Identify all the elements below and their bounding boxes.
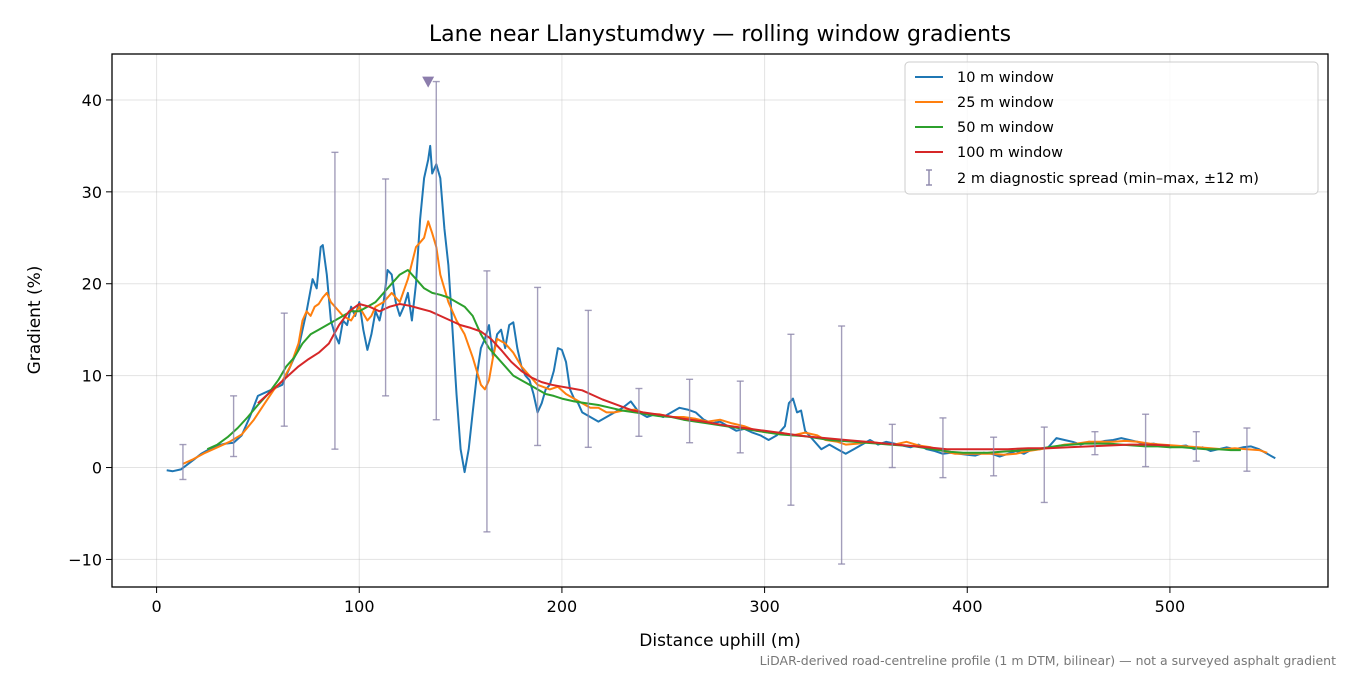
x-tick-label: 100 — [344, 597, 375, 616]
errorbar — [787, 333, 795, 506]
x-axis-ticks: 0 100 200 300 400 500 — [151, 587, 1185, 616]
y-tick-label: 0 — [92, 459, 102, 478]
legend-label-25m: 25 m window — [957, 95, 1054, 111]
errorbar — [230, 395, 238, 458]
errorbar — [1091, 430, 1099, 456]
errorbar — [635, 387, 643, 437]
errorbar — [1192, 430, 1200, 462]
errorbar — [584, 309, 592, 449]
y-tick-label: 10 — [82, 367, 102, 386]
y-tick-label: 20 — [82, 275, 102, 294]
x-tick-label: 500 — [1155, 597, 1186, 616]
errorbar — [534, 286, 542, 447]
errorbar — [1142, 413, 1150, 468]
errorbar — [179, 443, 187, 481]
x-tick-label: 400 — [952, 597, 983, 616]
y-tick-label: −10 — [68, 550, 102, 569]
errorbar — [888, 423, 896, 469]
errorbar — [483, 270, 491, 533]
y-tick-label: 30 — [82, 183, 102, 202]
legend-label-10m: 10 m window — [957, 70, 1054, 86]
errorbar — [1040, 426, 1048, 504]
x-axis-label: Distance uphill (m) — [639, 631, 800, 651]
plot-frame — [111, 53, 1329, 588]
y-tick-label: 40 — [82, 91, 102, 110]
errorbar — [686, 378, 694, 444]
y-axis-label: Gradient (%) — [25, 266, 45, 375]
errorbar — [838, 325, 846, 565]
errorbar — [939, 417, 947, 479]
errorbar-layer — [179, 80, 1251, 565]
legend-errorbar-symbol — [926, 169, 932, 186]
errorbar — [1243, 427, 1251, 472]
legend-label-100m: 100 m window — [957, 145, 1063, 161]
peak-marker — [422, 76, 435, 88]
legend-label-50m: 50 m window — [957, 120, 1054, 136]
legend-box — [904, 61, 1319, 195]
marker-layer — [422, 76, 435, 88]
x-tick-label: 200 — [547, 597, 578, 616]
errorbar — [736, 380, 744, 454]
x-tick-label: 0 — [151, 597, 161, 616]
footnote: LiDAR-derived road-centreline profile (1… — [760, 653, 1336, 668]
errorbar — [280, 312, 288, 427]
series-line-3 — [257, 303, 1170, 451]
legend-label-errorbar: 2 m diagnostic spread (min–max, ±12 m) — [957, 171, 1259, 187]
legend: 10 m window 25 m window 50 m window 100 … — [904, 61, 1319, 195]
y-axis-ticks: −10 0 10 20 30 40 — [68, 91, 112, 569]
chart-title: Lane near Llanystumdwy — rolling window … — [429, 22, 1011, 47]
errorbar — [382, 178, 390, 397]
errorbar — [990, 436, 998, 477]
errorbar — [432, 80, 440, 421]
x-tick-label: 300 — [749, 597, 780, 616]
errorbar — [331, 151, 339, 450]
